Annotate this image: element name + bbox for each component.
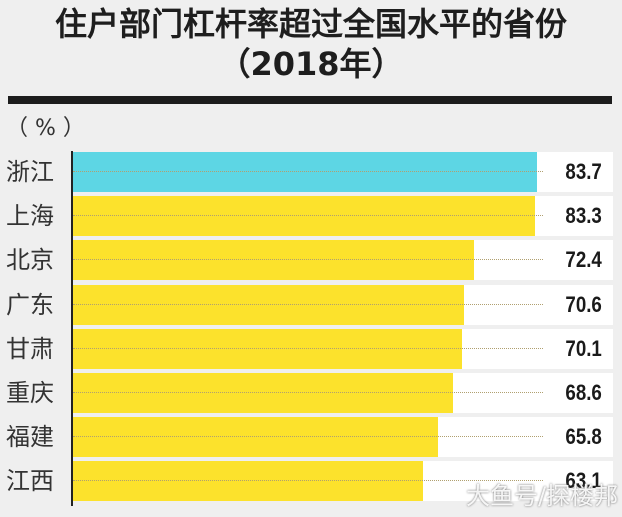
bar-row: 重庆 68.6 [0, 373, 622, 413]
value-label: 63.1 [565, 468, 602, 494]
value-label: 68.6 [565, 380, 602, 405]
bar [73, 461, 423, 502]
value-label: 83.7 [565, 159, 602, 184]
bar-row: 上海 83.3 [0, 196, 622, 237]
bar-row: 广东 70.6 [0, 284, 622, 325]
category-label: 北京 [6, 246, 54, 275]
value-label: 72.4 [565, 247, 602, 273]
bar [73, 373, 454, 413]
dotted-guide [73, 259, 543, 261]
category-label: 福建 [6, 423, 54, 452]
bar [73, 284, 465, 325]
value-label: 70.1 [565, 335, 602, 361]
bar-row: 北京 72.4 [0, 240, 622, 281]
chart-subtitle: （2018年） [218, 45, 404, 83]
category-label: 上海 [6, 202, 54, 231]
bar [73, 417, 438, 458]
dotted-guide [73, 392, 543, 393]
chart-title: 住户部门杠杆率超过全国水平的省份 [54, 5, 567, 43]
dotted-guide [73, 436, 543, 438]
category-label: 广东 [6, 290, 54, 319]
y-axis-line [71, 151, 73, 506]
bar-row: 江西 63.1 [0, 461, 622, 502]
dotted-guide [73, 303, 543, 305]
category-label: 重庆 [6, 379, 54, 407]
bar-row: 福建 65.8 [0, 417, 622, 458]
category-label: 甘肃 [6, 334, 54, 363]
dotted-guide [73, 215, 543, 217]
bar-row: 甘肃 70.1 [0, 328, 622, 369]
title-divider [8, 96, 612, 104]
bar [73, 152, 537, 192]
value-label: 65.8 [565, 424, 602, 450]
bar-row: 浙江 83.7 [0, 152, 622, 192]
dotted-guide [73, 171, 543, 172]
category-label: 江西 [6, 467, 54, 496]
watermark: 大鱼号/探楼邦 [466, 482, 619, 510]
category-label: 浙江 [6, 158, 54, 186]
bar [73, 196, 535, 237]
bar [73, 240, 475, 281]
bar [73, 328, 462, 369]
unit-label: （ % ） [6, 116, 85, 141]
value-label: 83.3 [565, 203, 602, 229]
dotted-guide [73, 480, 543, 482]
value-label: 70.6 [565, 291, 602, 317]
dotted-guide [73, 347, 543, 349]
